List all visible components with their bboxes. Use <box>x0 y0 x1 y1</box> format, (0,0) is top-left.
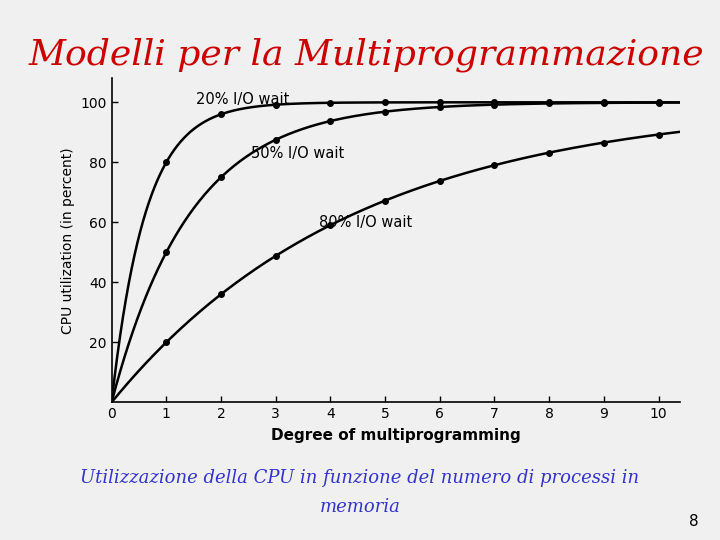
Text: 50% I/O wait: 50% I/O wait <box>251 146 344 161</box>
Text: Modelli per la Multiprogrammazione: Modelli per la Multiprogrammazione <box>29 38 704 72</box>
Y-axis label: CPU utilization (in percent): CPU utilization (in percent) <box>60 147 75 334</box>
Text: 8: 8 <box>689 514 698 529</box>
Text: memoria: memoria <box>320 497 400 516</box>
Text: 20% I/O wait: 20% I/O wait <box>197 92 289 107</box>
Text: 80% I/O wait: 80% I/O wait <box>320 215 413 230</box>
X-axis label: Degree of multiprogramming: Degree of multiprogramming <box>271 428 521 443</box>
Text: Utilizzazione della CPU in funzione del numero di processi in: Utilizzazione della CPU in funzione del … <box>81 469 639 487</box>
